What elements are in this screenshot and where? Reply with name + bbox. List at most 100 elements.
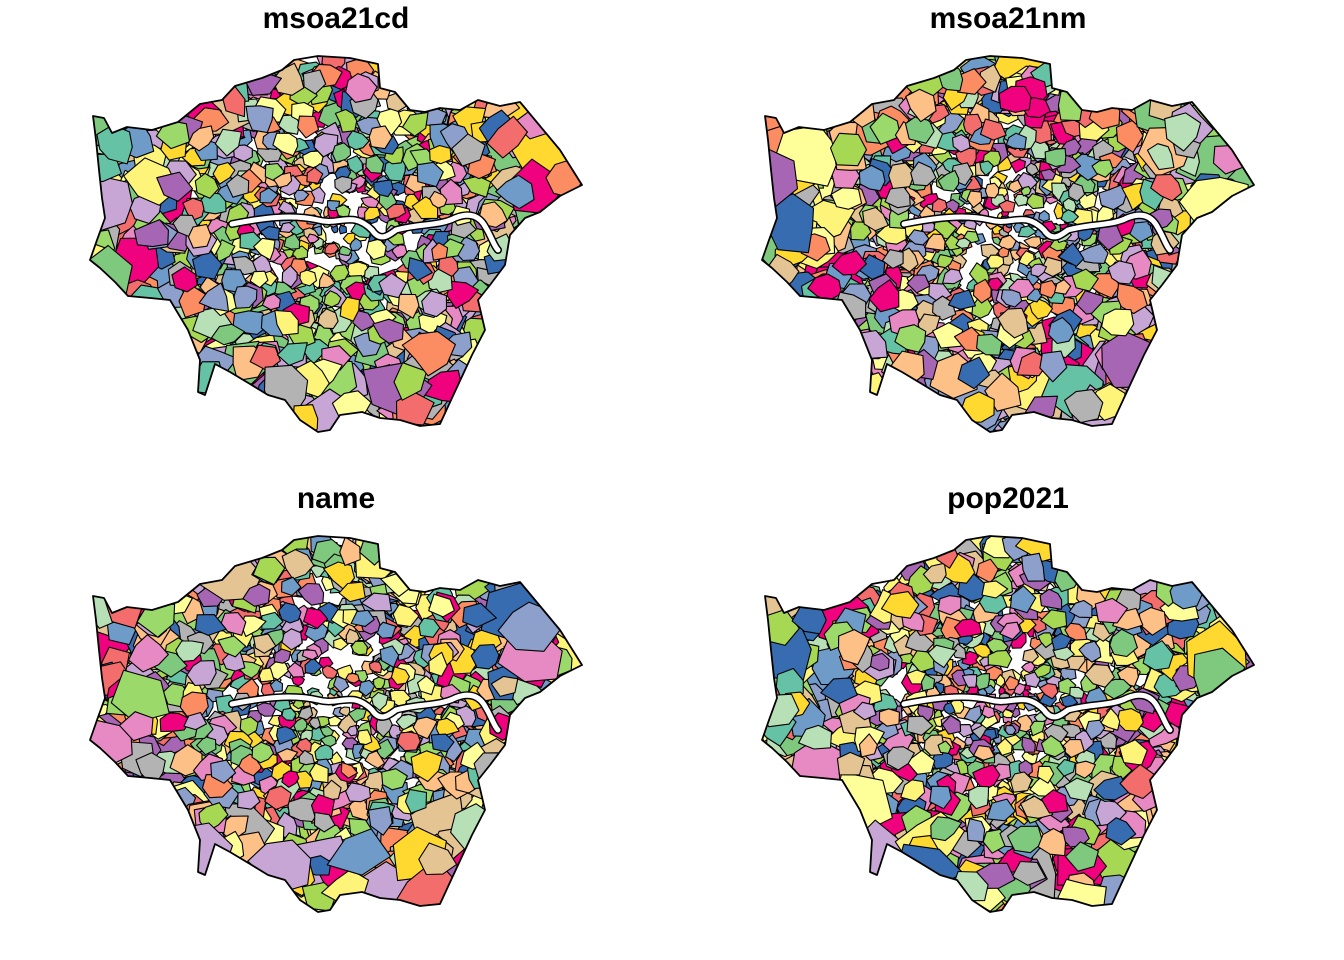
msoa-area xyxy=(346,155,364,175)
msoa-area xyxy=(364,206,381,221)
msoa-area xyxy=(198,282,230,312)
msoa-area xyxy=(259,187,279,204)
msoa-area xyxy=(346,130,370,151)
msoa-area xyxy=(215,239,236,263)
msoa-area xyxy=(245,105,274,134)
msoa-area xyxy=(991,236,1002,246)
msoa-area xyxy=(429,144,452,165)
msoa-area xyxy=(378,272,407,299)
panel-title: msoa21nm xyxy=(929,2,1087,35)
msoa-area xyxy=(317,308,339,330)
msoa-area xyxy=(194,172,220,199)
msoa-area xyxy=(187,125,215,152)
msoa-area xyxy=(329,264,350,283)
msoa-area xyxy=(339,296,361,322)
london-msoa-map xyxy=(89,55,583,433)
msoa-area xyxy=(249,270,269,289)
river-thames xyxy=(229,212,501,253)
msoa-area xyxy=(291,675,305,687)
msoa-area xyxy=(393,362,428,401)
msoa-area xyxy=(261,293,281,311)
msoa-area xyxy=(986,254,1005,269)
msoa-area xyxy=(1038,210,1050,222)
msoa-area xyxy=(302,69,327,95)
msoa-area xyxy=(339,245,352,256)
msoa-area xyxy=(187,223,212,249)
msoa-area xyxy=(345,73,378,103)
msoa-area xyxy=(451,133,486,167)
msoa-area xyxy=(279,221,296,233)
msoa-area xyxy=(373,179,394,198)
msoa-area xyxy=(324,242,340,255)
msoa-area xyxy=(318,272,336,289)
msoa-area xyxy=(1044,147,1067,168)
msoa-area xyxy=(334,175,353,195)
msoa-area xyxy=(421,290,448,318)
msoa-area xyxy=(486,115,528,159)
msoa-area xyxy=(276,342,308,366)
msoa-area xyxy=(292,404,319,432)
msoa-area xyxy=(306,233,320,244)
london-msoa-map xyxy=(89,535,583,913)
msoa-area xyxy=(214,128,242,157)
msoa-area xyxy=(331,142,352,163)
msoa-area xyxy=(407,257,433,282)
msoa-area xyxy=(212,161,236,185)
msoa-polygons xyxy=(762,536,1254,912)
msoa-area xyxy=(156,171,194,202)
msoa-area xyxy=(253,237,276,261)
msoa-area xyxy=(401,331,456,377)
msoa-area xyxy=(385,203,407,220)
map-panel-msoa21nm: msoa21nm xyxy=(672,0,1344,480)
msoa-area xyxy=(293,189,310,203)
msoa-area xyxy=(397,293,420,319)
msoa-area xyxy=(1013,193,1029,207)
london-msoa-map xyxy=(761,535,1255,913)
map-panel-pop2021: pop2021 xyxy=(672,480,1344,960)
msoa-area xyxy=(372,676,386,690)
msoa-area xyxy=(182,197,205,222)
msoa-area xyxy=(431,242,449,261)
msoa-area xyxy=(349,237,363,252)
panel-title: msoa21cd xyxy=(262,2,410,35)
msoa-area xyxy=(297,115,320,139)
msoa-area xyxy=(360,196,380,210)
msoa-area xyxy=(401,111,429,137)
msoa-polygons xyxy=(762,56,1254,432)
msoa-area xyxy=(416,161,444,188)
msoa-area xyxy=(192,250,223,280)
msoa-area xyxy=(365,238,387,261)
map-panel-name: name xyxy=(0,480,672,960)
msoa-area xyxy=(273,171,293,189)
msoa-area xyxy=(323,290,342,308)
msoa-area xyxy=(368,125,393,150)
msoa-area xyxy=(998,85,1032,113)
msoa-area xyxy=(350,640,368,656)
msoa-area xyxy=(90,176,133,232)
msoa-area xyxy=(233,285,258,309)
msoa-area xyxy=(372,318,405,344)
msoa-area xyxy=(259,225,280,241)
msoa-area xyxy=(225,173,250,198)
msoa-area xyxy=(171,266,198,293)
msoa-area xyxy=(277,200,296,214)
msoa-area xyxy=(306,167,324,184)
msoa-area xyxy=(210,323,246,346)
london-msoa-map xyxy=(761,55,1255,433)
msoa-area xyxy=(299,269,318,287)
msoa-area xyxy=(365,154,385,174)
msoa-area xyxy=(854,372,890,417)
msoa-area xyxy=(274,309,299,336)
msoa-area xyxy=(473,752,511,781)
london-boundary xyxy=(89,55,583,433)
msoa-area xyxy=(283,233,301,250)
msoa-area xyxy=(249,344,281,372)
msoa-area xyxy=(495,174,535,210)
msoa-area xyxy=(281,264,298,288)
msoa-area xyxy=(984,182,1000,199)
msoa-area xyxy=(232,144,253,163)
msoa-polygons xyxy=(90,536,582,912)
msoa-area xyxy=(429,190,448,209)
msoa-area xyxy=(272,132,299,157)
msoa-area xyxy=(133,219,169,248)
